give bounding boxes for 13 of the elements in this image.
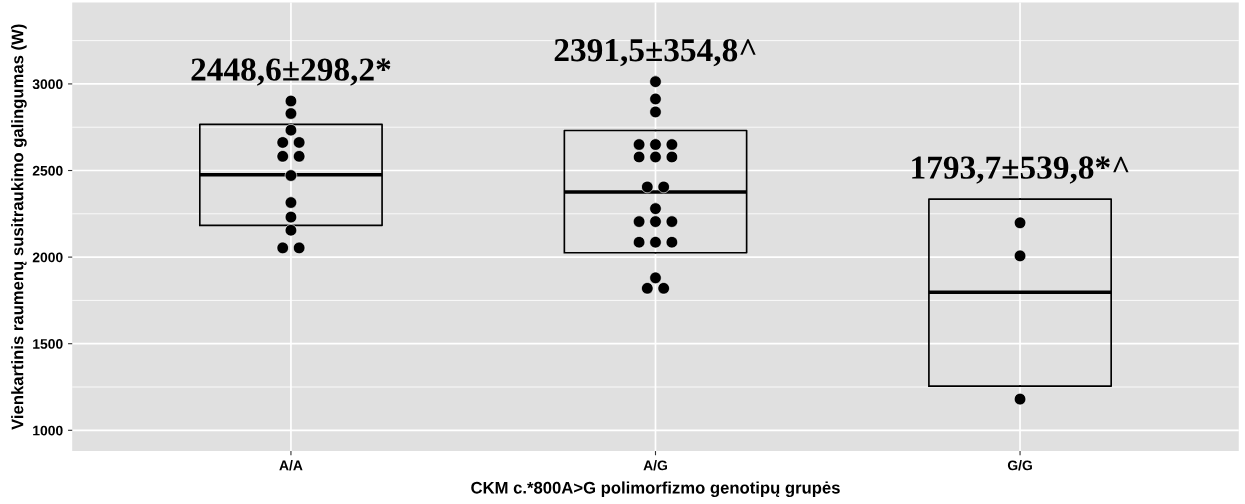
x-axis-title: CKM c.*800A>G polimorfizmo genotipų grupės [471, 481, 840, 497]
annotation: 2448,6±298,2* [191, 58, 391, 86]
annotation: 2391,5±354,8^ [554, 38, 756, 67]
x-tick-label: A/G [643, 460, 667, 471]
y-tick-label: 2500 [32, 165, 63, 176]
x-tick-label: G/G [1007, 460, 1032, 471]
y-axis-title: Vienkartinis raumenų susitraukimo galingumas (W) [11, 24, 27, 430]
y-tick-label: 2000 [32, 252, 63, 263]
y-tick-label: 1500 [33, 339, 63, 349]
y-tick-label: 3000 [32, 79, 63, 90]
y-tick-label: 1000 [33, 425, 63, 436]
x-tick-label: A/A [279, 460, 303, 471]
annotation: 1793,7±539,8*^ [912, 156, 1129, 184]
